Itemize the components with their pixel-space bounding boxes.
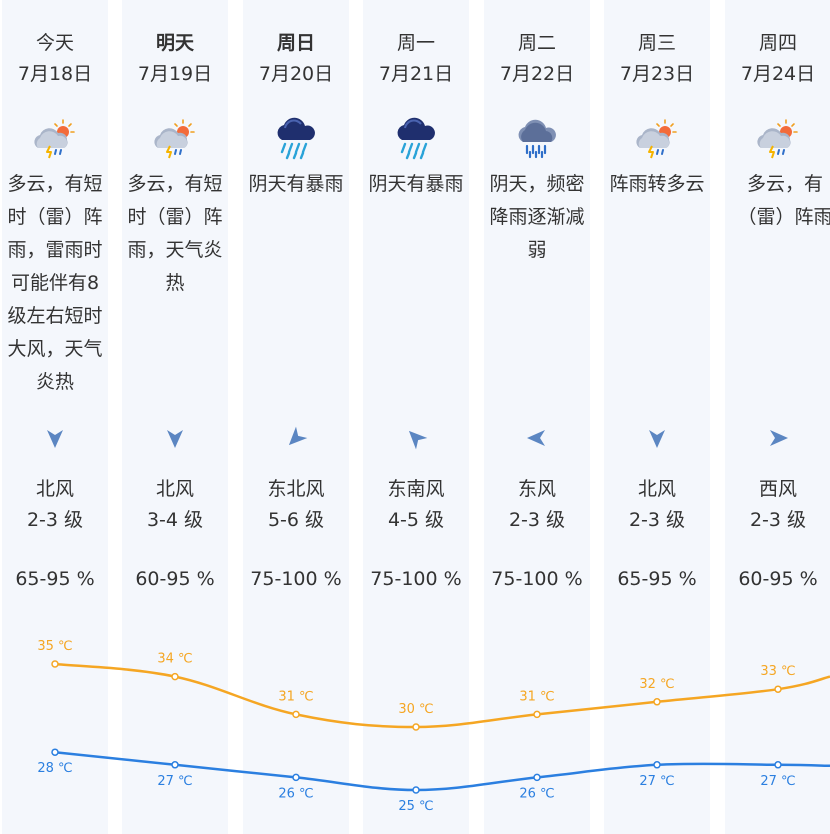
day-header: 周四 7月24日 — [725, 28, 830, 90]
day-column: 周一 7月21日阴天有暴雨东南风 4-5 级 75-100 % — [363, 0, 469, 834]
day-column: 周二 7月22日阴天，频密降雨逐渐减弱东风 2-3 级 75-100 % — [484, 0, 590, 834]
day-date: 7月18日 — [17, 63, 93, 85]
wind-direction: 北风 — [637, 478, 676, 500]
weather-description: 阵雨转多云 — [609, 173, 705, 195]
humidity: 75-100 % — [491, 568, 583, 590]
wind-direction: 北风 — [35, 478, 74, 500]
wind-level: 2-3 级 — [26, 509, 84, 531]
heavy-rain-icon — [243, 116, 349, 162]
day-header: 周一 7月21日 — [363, 28, 469, 90]
humidity: 75-100 % — [370, 568, 462, 590]
day-date: 7月24日 — [740, 63, 816, 85]
day-column: 周四 7月24日多云，有（雷）阵雨西风 2-3 级 60-95 % — [725, 0, 830, 834]
wind-arrow-north-icon — [604, 426, 710, 452]
day-name: 周一 — [396, 32, 435, 54]
weather-description: 阴天，频密降雨逐渐减弱 — [489, 173, 585, 261]
day-column: 周日 7月20日阴天有暴雨东北风 5-6 级 75-100 % — [243, 0, 349, 834]
wind-arrow-northeast-icon — [243, 426, 349, 452]
day-date: 7月23日 — [619, 63, 695, 85]
wind-direction: 北风 — [155, 478, 194, 500]
wind-info: 北风 2-3 级 — [2, 474, 108, 536]
humidity: 60-95 % — [738, 568, 818, 590]
day-header: 周三 7月23日 — [604, 28, 710, 90]
thunder-shower-sun-icon — [604, 116, 710, 162]
weather-description: 多云，有（雷）阵雨 — [737, 173, 830, 228]
wind-level: 2-3 级 — [749, 509, 807, 531]
day-column: 明天 7月19日多云，有短时（雷）阵雨，天气炎热北风 3-4 级 60-95 % — [122, 0, 228, 834]
wind-level: 5-6 级 — [267, 509, 325, 531]
humidity: 75-100 % — [250, 568, 342, 590]
humidity: 65-95 % — [617, 568, 697, 590]
day-header: 今天 7月18日 — [2, 28, 108, 90]
day-column: 今天 7月18日多云，有短时（雷）阵雨，雷雨时可能伴有8级左右短时大风，天气炎热北… — [2, 0, 108, 834]
wind-arrow-north-icon — [2, 426, 108, 452]
wind-direction: 东南风 — [387, 478, 445, 500]
day-name: 周四 — [758, 32, 797, 54]
humidity: 60-95 % — [135, 568, 215, 590]
wind-level: 2-3 级 — [508, 509, 566, 531]
weather-description: 阴天有暴雨 — [368, 173, 464, 195]
humidity: 65-95 % — [15, 568, 95, 590]
rain-icon — [484, 116, 590, 162]
wind-info: 东南风 4-5 级 — [363, 474, 469, 536]
wind-info: 东北风 5-6 级 — [243, 474, 349, 536]
day-name: 周三 — [637, 32, 676, 54]
wind-info: 西风 2-3 级 — [725, 474, 830, 536]
day-name: 明天 — [155, 32, 194, 54]
wind-direction: 东北风 — [267, 478, 325, 500]
wind-direction: 西风 — [758, 478, 797, 500]
day-date: 7月20日 — [258, 63, 334, 85]
day-name: 今天 — [35, 32, 74, 54]
day-name: 周二 — [517, 32, 556, 54]
weather-description: 阴天有暴雨 — [248, 173, 344, 195]
thunder-shower-sun-icon — [122, 116, 228, 162]
weather-description: 多云，有短时（雷）阵雨，雷雨时可能伴有8级左右短时大风，天气炎热 — [7, 173, 103, 393]
wind-arrow-north-icon — [122, 426, 228, 452]
wind-level: 3-4 级 — [146, 509, 204, 531]
day-date: 7月19日 — [137, 63, 213, 85]
wind-arrow-west-icon — [725, 426, 830, 452]
wind-arrow-east-icon — [484, 426, 590, 452]
wind-info: 东风 2-3 级 — [484, 474, 590, 536]
wind-arrow-southeast-icon — [363, 426, 469, 452]
wind-level: 4-5 级 — [387, 509, 445, 531]
day-column: 周三 7月23日阵雨转多云北风 2-3 级 65-95 % — [604, 0, 710, 834]
day-header: 明天 7月19日 — [122, 28, 228, 90]
thunder-shower-sun-icon — [725, 116, 830, 162]
wind-info: 北风 2-3 级 — [604, 474, 710, 536]
thunder-shower-sun-icon — [2, 116, 108, 162]
weather-description: 多云，有短时（雷）阵雨，天气炎热 — [127, 173, 223, 294]
day-header: 周日 7月20日 — [243, 28, 349, 90]
wind-info: 北风 3-4 级 — [122, 474, 228, 536]
heavy-rain-icon — [363, 116, 469, 162]
day-header: 周二 7月22日 — [484, 28, 590, 90]
day-name: 周日 — [276, 32, 315, 54]
day-date: 7月22日 — [499, 63, 575, 85]
wind-level: 2-3 级 — [628, 509, 686, 531]
wind-direction: 东风 — [517, 478, 556, 500]
day-date: 7月21日 — [378, 63, 454, 85]
